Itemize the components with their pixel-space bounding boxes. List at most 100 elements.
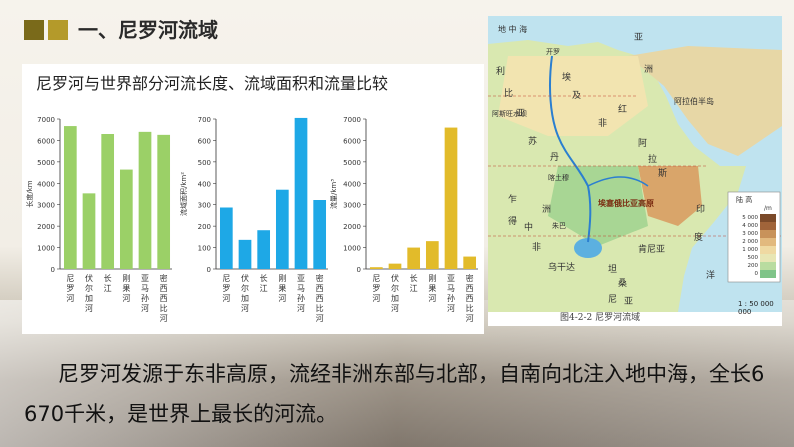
map-scale: 1 : 50 000 000 [738, 300, 774, 316]
body-paragraph: 尼罗河发源于东非高原，流经非洲东部与北部，自南向北注入地中海，全长6 670千米… [24, 362, 765, 426]
map-label: 喀土穆 [548, 173, 569, 182]
x-tick-label: 密西西比河 [466, 273, 474, 323]
map-label: 度 [694, 231, 703, 243]
map-label: 亚 [624, 296, 633, 307]
x-tick-label: 长江 [104, 273, 112, 293]
lake-victoria [574, 238, 602, 258]
map-label: 乌干达 [548, 261, 575, 273]
map-label: 斯 [658, 167, 667, 179]
legend-swatch [760, 230, 776, 238]
bar-1 [238, 239, 252, 269]
bar-5 [463, 256, 477, 269]
legend-swatch [760, 270, 776, 278]
map-labels: 地 中 海开罗利比亚埃及亚洲阿拉伯半岛非红苏丹喀土穆阿拉斯乍得中非洲朱巴乌干达埃… [492, 24, 715, 307]
arabia-landmass [628, 46, 782, 156]
map-label: 阿斯旺水坝 [492, 109, 527, 118]
x-tick-label: 伏尔加河 [85, 273, 93, 313]
legend-swatch [760, 246, 776, 254]
y-tick-label: 1000 [343, 245, 361, 253]
y-tick-label: 700 [198, 116, 211, 124]
bar-3 [275, 189, 289, 269]
chart-title: 尼罗河与世界部分河流长度、流域面积和流量比较 [36, 74, 389, 93]
legend-swatch [760, 254, 776, 262]
legend-level: 2 000 [742, 239, 758, 245]
bar-3 [119, 169, 133, 269]
x-tick-label: 伏尔加河 [391, 273, 399, 313]
blue-nile [587, 176, 649, 187]
y-tick-label: 5000 [37, 159, 55, 167]
y-tick-label: 4000 [37, 180, 55, 188]
southern-lowlands [548, 166, 648, 246]
x-tick-label: 长江 [410, 273, 418, 293]
x-tick-label: 尼罗河 [372, 274, 380, 303]
x-tick-label: 刚果河 [278, 274, 286, 303]
map-label: 埃塞俄比亚高原 [598, 198, 654, 208]
y-axis-label: 长度/km [25, 180, 34, 207]
legend-swatch [760, 262, 776, 270]
bar-charts: 01000200030004000500060007000长度/km尼罗河伏尔加… [25, 116, 478, 323]
map-label: 阿拉伯半岛 [674, 96, 714, 106]
map-label: 洲 [644, 64, 653, 75]
map-label: 地 中 海 [498, 24, 527, 34]
y-tick-label: 6000 [37, 137, 55, 145]
y-tick-label: 7000 [343, 116, 361, 124]
bar-5 [157, 134, 171, 269]
bar-2 [101, 134, 115, 269]
y-tick-label: 400 [198, 180, 211, 188]
x-tick-label: 尼罗河 [66, 274, 74, 303]
y-tick-label: 1000 [37, 245, 55, 253]
map-label: 利 [496, 65, 505, 77]
chart-2: 0 1000 2000 3000 4000 5000 6000 7000 流量/km³ 尼罗河 伏尔… [329, 116, 478, 323]
bar-4 [444, 127, 458, 269]
legend-swatch [760, 214, 776, 222]
legend-level: 200 [748, 263, 759, 269]
y-tick-label: 3000 [37, 202, 55, 210]
map-label: 坦 [608, 264, 617, 275]
chart-panel: 尼罗河与世界部分河流长度、流域面积和流量比较 0 1000 2000 3000 4000… [22, 64, 484, 334]
map-label: 印 [696, 203, 705, 215]
nile-map: 地 中 海开罗利比亚埃及亚洲阿拉伯半岛非红苏丹喀土穆阿拉斯乍得中非洲朱巴 乌干达埃… [488, 16, 782, 326]
bar-4 [294, 117, 308, 269]
legend-level: 5 000 [742, 215, 758, 221]
map-label: 非 [532, 241, 541, 253]
bar-1 [388, 263, 402, 269]
y-tick-label: 100 [198, 245, 211, 253]
x-tick-label: 密西西比河 [160, 273, 168, 323]
chart-1: 0 100 200 300 400 500 600 700 流域面积/km² 尼罗河 伏尔加河 长江刚… [179, 116, 328, 323]
map-label: 中 [524, 221, 533, 233]
map-label: 洋 [706, 269, 715, 281]
map-label: 阿 [638, 138, 647, 149]
x-tick-label: 刚果河 [428, 274, 436, 303]
y-tick-label: 7000 [37, 116, 55, 124]
legend-level: 1 000 [742, 247, 758, 253]
legend-swatch [760, 238, 776, 246]
map-label: 朱巴 [552, 221, 566, 230]
bar-0 [369, 267, 383, 269]
y-tick-label: 0 [357, 266, 361, 274]
y-tick-label: 6000 [343, 137, 361, 145]
ethiopian-highlands [638, 166, 702, 226]
y-tick-label: 2000 [37, 223, 55, 231]
y-tick-label: 300 [198, 202, 211, 210]
map-label: 拉 [648, 153, 657, 165]
map-label: 比 [504, 87, 513, 99]
map-caption: 图4-2-2 尼罗河流域 [560, 313, 641, 323]
legend-level: 500 [748, 255, 759, 261]
map-label: 得 [508, 215, 517, 227]
legend-swatches: 陆 高/m 5 000 4 000 3 000 2 000 1 000 500 200 0 [736, 195, 776, 278]
bar-1 [82, 193, 96, 269]
map-label: 尼 [608, 294, 617, 305]
title-marker-light [48, 20, 68, 40]
nile-river [549, 55, 592, 243]
x-tick-label: 刚果河 [122, 274, 130, 303]
legend-unit: /m [764, 205, 772, 212]
map-label: 及 [572, 90, 581, 101]
map-label: 亚 [516, 108, 525, 119]
x-tick-label: 密西西比河 [316, 273, 324, 323]
bar-2 [407, 247, 421, 269]
y-axis-label: 流量/km³ [329, 179, 338, 209]
y-axis-label: 流域面积/km² [179, 172, 188, 216]
y-tick-label: 0 [51, 266, 55, 274]
x-tick-label: 长江 [260, 273, 268, 293]
bar-2 [257, 230, 271, 269]
